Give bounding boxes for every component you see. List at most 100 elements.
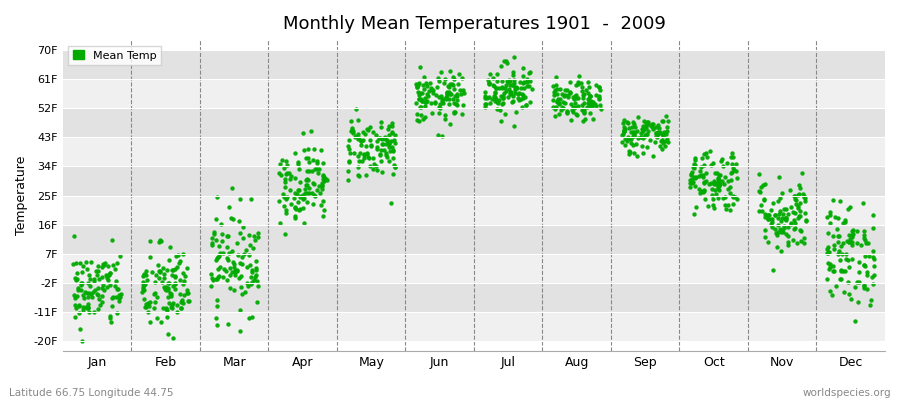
Point xyxy=(493,63,508,70)
Point xyxy=(385,147,400,153)
Point xyxy=(213,264,228,271)
Point xyxy=(712,182,726,188)
Point xyxy=(232,274,247,281)
Point xyxy=(822,248,836,255)
Point xyxy=(789,197,804,203)
Point xyxy=(620,119,634,126)
Point xyxy=(419,91,434,98)
Point xyxy=(792,213,806,220)
Point xyxy=(592,86,607,93)
Point xyxy=(831,251,845,258)
Point xyxy=(494,118,508,125)
Point xyxy=(842,291,857,298)
Point xyxy=(228,269,242,276)
Point xyxy=(730,196,744,202)
Point xyxy=(517,85,531,91)
Point xyxy=(765,267,779,273)
Point xyxy=(706,180,721,186)
Point xyxy=(305,190,320,196)
Point xyxy=(644,123,658,129)
Point xyxy=(585,102,599,108)
Point xyxy=(546,104,561,110)
Point xyxy=(286,194,301,201)
Point xyxy=(798,194,813,201)
Point xyxy=(223,285,238,291)
Point xyxy=(82,272,96,278)
Point xyxy=(94,292,109,299)
Point xyxy=(68,302,82,308)
Point xyxy=(363,162,377,169)
Point xyxy=(342,137,356,144)
Point xyxy=(222,250,237,256)
Point xyxy=(293,194,308,200)
Point xyxy=(289,206,303,212)
Bar xyxy=(63,283,885,312)
Point xyxy=(360,150,374,157)
Point xyxy=(432,105,446,112)
Point xyxy=(714,158,728,164)
Point xyxy=(355,138,369,144)
Point xyxy=(492,106,507,113)
Point xyxy=(563,90,578,96)
Point xyxy=(833,268,848,274)
Point xyxy=(845,234,859,240)
Point xyxy=(412,80,427,86)
Point xyxy=(234,284,248,290)
Point xyxy=(551,96,565,102)
Point xyxy=(706,202,721,208)
Point xyxy=(763,221,778,227)
Point xyxy=(821,260,835,266)
Point xyxy=(98,259,112,266)
Point xyxy=(351,130,365,137)
Point xyxy=(420,82,435,89)
Point xyxy=(656,132,670,138)
Point xyxy=(373,152,387,159)
Point xyxy=(726,194,741,200)
Point xyxy=(342,159,356,166)
Point xyxy=(84,290,98,297)
Point xyxy=(307,192,321,198)
Point xyxy=(770,198,785,205)
Point xyxy=(168,281,183,288)
Point xyxy=(721,186,735,192)
Point xyxy=(387,137,401,144)
Point xyxy=(841,257,855,264)
Point xyxy=(365,166,380,172)
Point xyxy=(379,154,393,160)
Point xyxy=(306,157,320,163)
Point xyxy=(137,287,151,293)
Point xyxy=(90,271,104,278)
Point xyxy=(567,96,581,102)
Point xyxy=(228,266,242,273)
Point xyxy=(622,148,636,154)
Point xyxy=(275,191,290,197)
Point xyxy=(825,263,840,269)
Point xyxy=(770,215,785,221)
Point xyxy=(710,169,724,176)
Point xyxy=(139,268,153,274)
Point xyxy=(374,158,388,164)
Point xyxy=(549,74,563,80)
Point xyxy=(477,92,491,99)
Point xyxy=(626,150,641,156)
Point xyxy=(439,94,454,101)
Point xyxy=(110,310,124,316)
Point xyxy=(755,182,770,188)
Point xyxy=(772,208,787,214)
Point xyxy=(706,178,721,184)
Point xyxy=(566,109,580,116)
Point xyxy=(515,90,529,97)
Point xyxy=(518,94,532,100)
Point xyxy=(616,128,631,134)
Point xyxy=(341,168,356,174)
Point xyxy=(163,244,177,250)
Point xyxy=(438,76,453,82)
Point xyxy=(69,293,84,299)
Point xyxy=(480,95,494,102)
Point xyxy=(152,239,166,245)
Point xyxy=(640,119,654,126)
Point xyxy=(220,233,235,239)
Point xyxy=(302,155,316,162)
Point xyxy=(137,296,151,302)
Point xyxy=(688,211,702,218)
